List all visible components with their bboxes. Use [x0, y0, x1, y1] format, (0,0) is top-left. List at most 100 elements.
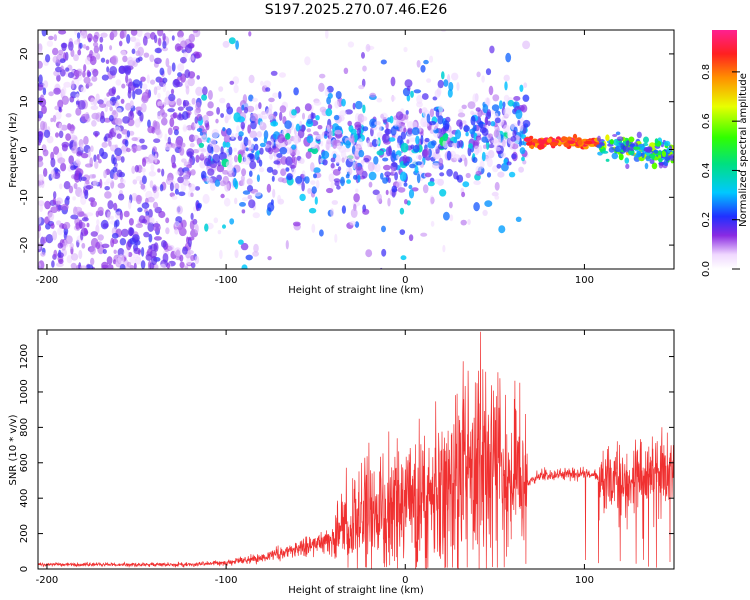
spectrogram-blob	[233, 112, 241, 123]
spectrogram-blob	[85, 179, 90, 185]
spectrogram-blob	[382, 157, 389, 162]
spectrogram-blob	[259, 147, 264, 155]
spectrogram-blob	[150, 163, 155, 172]
spectrogram-blob	[46, 40, 54, 47]
spectrogram-blob	[503, 124, 510, 133]
spectrogram-x-ticks: -200 -100 0 100	[36, 30, 594, 286]
spectrogram-blob	[220, 113, 225, 118]
spectrogram-blob	[390, 95, 396, 101]
x-tick-label: 100	[575, 275, 594, 286]
spectrogram-blob	[155, 85, 162, 91]
spectrogram-blob	[334, 129, 342, 135]
spectrogram-blob	[344, 109, 353, 115]
spectrogram-blob	[458, 108, 464, 114]
spectrogram-blob	[625, 163, 630, 169]
spectrogram-blob	[453, 154, 461, 161]
spectrogram-blob	[519, 147, 526, 155]
spectrogram-blob	[254, 118, 259, 125]
spectrogram-blob	[261, 110, 267, 115]
spectrogram-blob	[431, 140, 437, 146]
spectrogram-blob	[388, 137, 396, 142]
spectrogram-blob	[259, 121, 264, 127]
spectrogram-blob	[181, 219, 187, 228]
spectrogram-blob	[330, 181, 335, 191]
spectrogram-blob	[52, 197, 57, 205]
y-tick-label: 0	[19, 146, 30, 152]
spectrogram-blob	[157, 92, 161, 99]
spectrogram-blob	[424, 137, 430, 143]
colorbar-label: Normalized spectral amplitude	[738, 73, 749, 227]
spectrogram-blob	[70, 165, 76, 171]
spectrogram-blob	[615, 145, 622, 153]
spectrogram-blob	[413, 89, 422, 94]
spectrogram-blob	[106, 256, 113, 265]
spectrogram-blob	[486, 109, 491, 117]
spectrogram-blob	[57, 99, 64, 109]
spectrogram-blob	[69, 242, 74, 249]
spectrogram-blob	[167, 108, 175, 113]
spectrogram-blob	[152, 184, 157, 194]
spectrogram-blob	[435, 153, 442, 160]
spectrogram-blob	[108, 88, 116, 97]
spectrogram-blob	[609, 139, 614, 145]
spectrogram-blob	[194, 51, 202, 59]
spectrogram-blob	[345, 140, 351, 149]
spectrogram-blob	[91, 174, 97, 179]
spectrogram-blob	[504, 81, 508, 91]
spectrogram-blob	[213, 217, 219, 224]
spectrogram-blob	[508, 171, 516, 178]
spectrogram-blob	[408, 234, 414, 242]
spectrogram-blob	[237, 153, 242, 163]
spectrogram-blob	[204, 223, 209, 232]
spectrogram-blob	[446, 168, 453, 177]
spectrogram-blob	[268, 147, 273, 155]
spectrogram-blob	[512, 130, 517, 138]
spectrogram-blob	[59, 58, 66, 64]
spectrogram-blob	[306, 135, 314, 144]
spectrogram-blob	[242, 94, 248, 105]
spectrogram-blob	[42, 80, 49, 89]
spectrogram-blob	[387, 197, 391, 207]
spectrogram-blob	[89, 55, 97, 66]
spectrogram-blob	[421, 107, 428, 114]
spectrogram-blob	[162, 33, 166, 42]
spectrogram-blob	[468, 143, 473, 149]
spectrogram-blob	[349, 135, 355, 143]
spectrogram-blob	[125, 74, 129, 84]
spectrogram-blob	[137, 110, 142, 117]
spectrogram-blob	[327, 92, 333, 99]
spectrogram-blob	[487, 144, 495, 149]
spectrogram-blob	[38, 133, 43, 144]
spectrogram-blob	[428, 121, 437, 126]
spectrogram-blob	[165, 217, 170, 224]
spectrogram-blob	[453, 171, 459, 180]
spectrogram-blob	[107, 264, 114, 269]
spectrogram-blob	[285, 167, 290, 172]
spectrogram-blob	[118, 40, 123, 47]
spectrogram-blob	[253, 243, 259, 253]
spectrogram-blob	[220, 146, 224, 155]
spectrogram-blob	[233, 147, 237, 152]
spectrogram-blob	[374, 121, 381, 126]
spectrogram-blob	[462, 0, 470, 7]
spectrogram-blob	[453, 136, 458, 144]
spectrogram-blob	[304, 103, 312, 112]
spectrogram-blob	[615, 131, 621, 136]
spectrogram-blob	[110, 55, 119, 66]
spectrogram-blob	[124, 139, 129, 147]
spectrogram-blob	[125, 147, 131, 153]
spectrogram-blob	[245, 147, 249, 152]
spectrogram-blob	[357, 138, 363, 149]
spectrogram-blob	[437, 79, 444, 89]
spectrogram-blob	[630, 143, 635, 147]
y-tick-label: 0	[19, 566, 30, 572]
spectrogram-blob	[636, 131, 642, 139]
spectrogram-blob	[407, 127, 413, 135]
spectrogram-blob	[464, 157, 468, 167]
spectrogram-blob	[340, 176, 345, 187]
spectrogram-blob	[38, 110, 44, 119]
spectrogram-blob	[204, 157, 210, 167]
spectrogram-blob	[330, 162, 335, 169]
spectrogram-blob	[58, 49, 64, 56]
